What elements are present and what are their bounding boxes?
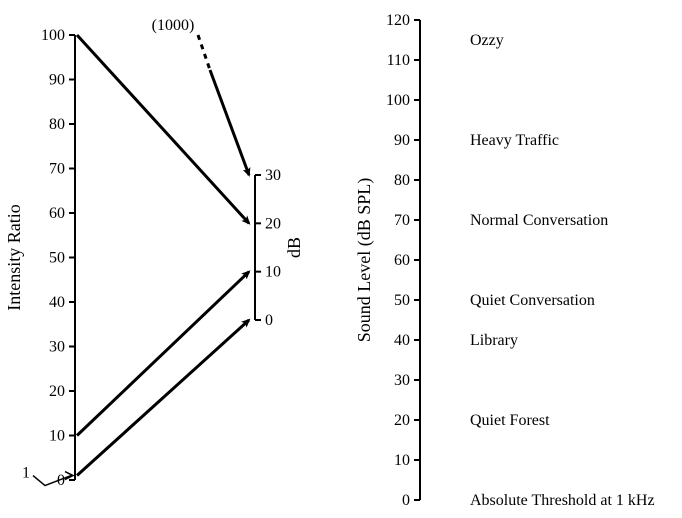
spl-tick-label: 110 [387,52,410,69]
spl-axis-label: Sound Level (dB SPL) [354,178,375,343]
one-pointer-line [33,476,71,486]
intensity-tick-label: 30 [49,339,65,356]
sound-level-label: Normal Conversation [470,212,608,229]
spl-tick-label: 80 [394,172,410,189]
thousand-dashed-segment [198,35,210,70]
thousand-label: (1000) [152,17,195,34]
thousand-solid-segment [210,70,249,175]
intensity-tick-label: 40 [49,294,65,311]
intensity-tick-label: 20 [49,383,65,400]
mapping-arrow [77,272,249,436]
intensity-tick-label: 80 [49,116,65,133]
sound-level-label: Quiet Forest [470,412,550,429]
intensity-tick-label: 90 [49,72,65,89]
spl-tick-label: 40 [394,332,410,349]
db-tick-label: 20 [265,215,281,232]
spl-tick-label: 120 [386,12,410,29]
db-axis-label: dB [284,237,304,258]
spl-tick-label: 60 [394,252,410,269]
sound-level-label: Absolute Threshold at 1 kHz [470,492,655,509]
db-tick-label: 10 [265,264,281,281]
spl-tick-label: 10 [394,452,410,469]
spl-tick-label: 20 [394,412,410,429]
intensity-one-label: 1 [22,465,30,482]
db-tick-label: 30 [265,167,281,184]
sound-level-label: Library [470,332,518,349]
intensity-tick-label: 10 [49,428,65,445]
sound-level-label: Quiet Conversation [470,292,595,309]
intensity-axis-label: Intensity Ratio [4,204,24,311]
spl-tick-label: 30 [394,372,410,389]
intensity-tick-label: 60 [49,205,65,222]
sound-level-label: Ozzy [470,32,504,49]
sound-level-label: Heavy Traffic [470,132,559,149]
spl-tick-label: 100 [386,92,410,109]
mapping-arrow [77,320,249,476]
db-tick-label: 0 [265,312,273,329]
spl-tick-label: 70 [394,212,410,229]
spl-tick-label: 90 [394,132,410,149]
intensity-tick-label: 50 [49,250,65,267]
mapping-arrow [77,35,249,223]
spl-tick-label: 50 [394,292,410,309]
intensity-tick-label: 100 [41,27,65,44]
intensity-tick-label: 70 [49,161,65,178]
spl-tick-label: 0 [402,492,410,509]
diagram-canvas: 0102030405060708090100Intensity Ratio101… [0,0,682,518]
